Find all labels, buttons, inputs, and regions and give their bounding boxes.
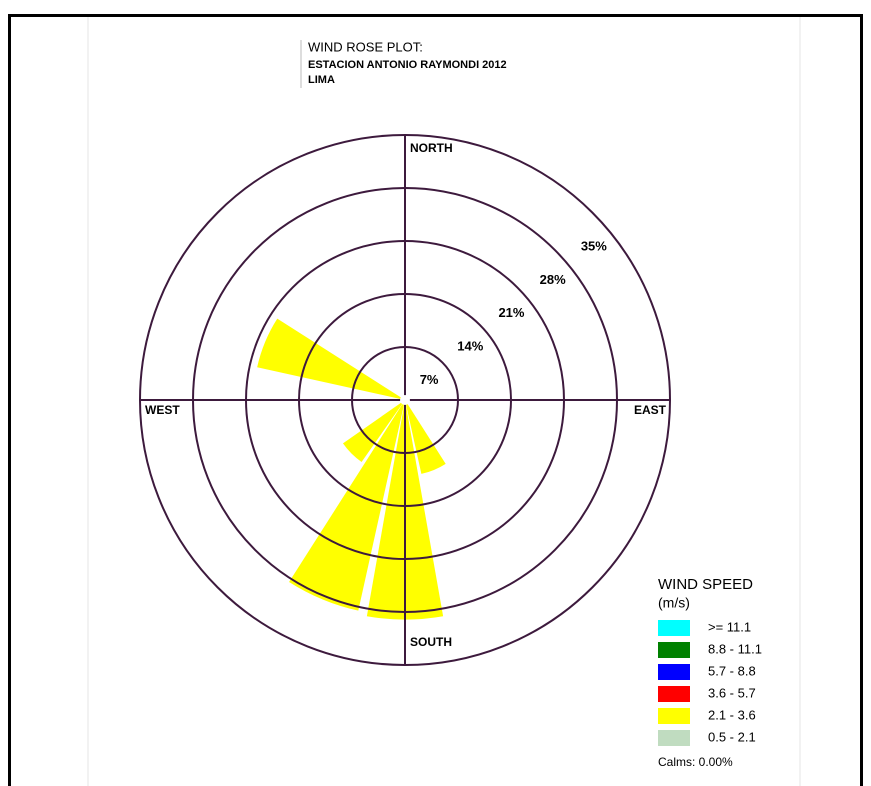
r-tick-label: 14%: [457, 339, 483, 354]
legend-label: 5.7 - 8.8: [708, 663, 756, 678]
compass-label: SOUTH: [410, 635, 452, 649]
compass-label: NORTH: [410, 141, 453, 155]
chart-subtitle: ESTACION ANTONIO RAYMONDI 2012: [308, 59, 507, 71]
frame: [8, 14, 863, 786]
petal: [257, 318, 405, 400]
legend-label: 2.1 - 3.6: [708, 707, 756, 722]
r-tick-label: 35%: [581, 239, 607, 254]
legend-swatch: [658, 642, 690, 658]
chart-location: LIMA: [308, 74, 335, 86]
petal: [405, 400, 446, 474]
compass-label: WEST: [145, 403, 180, 417]
r-tick-label: 21%: [498, 305, 524, 320]
calms-label: Calms: 0.00%: [658, 755, 733, 769]
legend-swatch: [658, 708, 690, 724]
r-tick-label: 28%: [540, 272, 566, 287]
legend-label: >= 11.1: [708, 619, 751, 634]
petal: [342, 400, 405, 463]
legend-title: WIND SPEED: [658, 576, 753, 593]
legend-label: 8.8 - 11.1: [708, 641, 762, 656]
legend-swatch: [658, 664, 690, 680]
legend-swatch: [658, 730, 690, 746]
petal: [289, 400, 405, 611]
r-tick-label: 7%: [420, 372, 439, 387]
legend-label: 0.5 - 2.1: [708, 729, 756, 744]
legend-swatch: [658, 620, 690, 636]
compass-label: EAST: [634, 403, 667, 417]
legend-swatch: [658, 686, 690, 702]
chart-title: WIND ROSE PLOT:: [308, 39, 423, 54]
legend-unit: (m/s): [658, 595, 690, 611]
center-dot: [400, 395, 410, 405]
legend-label: 3.6 - 5.7: [708, 685, 756, 700]
